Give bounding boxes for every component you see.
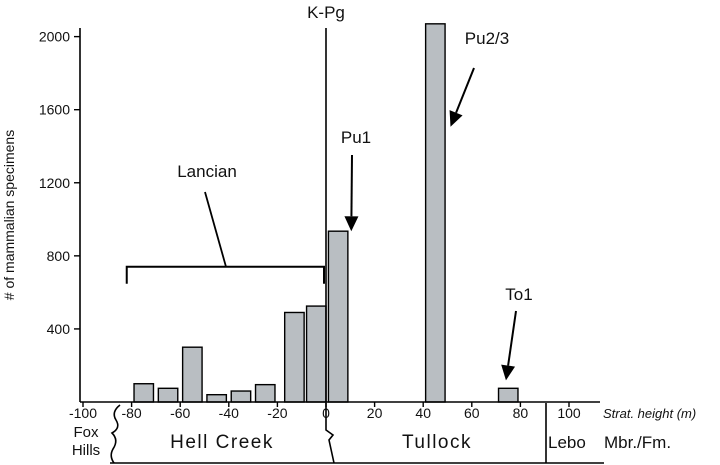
y-tick-label-2: 1200	[39, 175, 70, 191]
x-tick-label-0: -100	[69, 405, 97, 421]
x-axis-label: Strat. height (m)	[603, 406, 696, 421]
axes-layer: K-Pg # of mammalian specimens Strat. hei…	[1, 3, 696, 421]
y-tick-label-0: 400	[47, 321, 71, 337]
bar-0	[133, 383, 155, 403]
x-tick-label-3: -40	[219, 405, 239, 421]
bar-4	[230, 390, 252, 403]
lebo-label: Lebo	[548, 433, 586, 452]
x-tick-label-8: 60	[464, 405, 480, 421]
foxhills-hellcreek-contact	[110, 404, 121, 464]
tullock-label: Tullock	[402, 432, 472, 453]
arrow-pu1-head	[344, 216, 359, 232]
arrow-pu23-shaft	[455, 67, 475, 114]
bar-7	[305, 305, 327, 403]
fox-hills-label-line1: Fox	[73, 424, 99, 441]
bar-6	[283, 311, 305, 403]
pu1-arrow	[344, 154, 359, 232]
unit-label: Mbr./Fm.	[604, 433, 671, 452]
pu23-arrow	[449, 67, 475, 127]
bars-layer	[133, 23, 519, 403]
hellcreek-tullock-contact	[325, 403, 335, 464]
lancian-bracket	[125, 265, 325, 284]
bar-5	[254, 383, 276, 403]
x-tick-label-4: -20	[267, 405, 287, 421]
y-axis-label: # of mammalian specimens	[1, 130, 17, 300]
arrow-to1-head	[501, 364, 516, 381]
x-tick-label-10: 100	[557, 405, 581, 421]
to1-label: To1	[505, 285, 532, 304]
fox-hills-label-line2: Hills	[72, 442, 100, 459]
x-tick-label-2: -60	[170, 405, 190, 421]
lancian-pointer-line	[204, 191, 227, 268]
arrow-pu1-shaft	[350, 154, 353, 217]
bar-3	[206, 393, 228, 403]
bar-1	[157, 387, 179, 403]
y-tick-label-3: 1600	[39, 102, 70, 118]
annotation-layer: Lancian Pu1 Pu2/3 To1	[125, 29, 533, 381]
pu23-label: Pu2/3	[465, 29, 509, 48]
bar-2	[181, 346, 203, 403]
bar-8	[327, 230, 349, 403]
y-tick-label-4: 2000	[39, 29, 70, 45]
x-tick-label-9: 80	[513, 405, 529, 421]
x-tick-label-1: -80	[121, 405, 141, 421]
x-tick-label-6: 20	[367, 405, 383, 421]
bar-9	[424, 23, 446, 403]
arrow-pu23-head	[449, 110, 463, 127]
to1-arrow	[501, 310, 517, 381]
x-tick-label-7: 40	[415, 405, 431, 421]
lancian-label: Lancian	[177, 162, 237, 181]
hell-creek-label: Hell Creek	[170, 432, 274, 453]
pu1-label: Pu1	[341, 128, 371, 147]
arrow-to1-shaft	[507, 310, 517, 366]
y-tick-label-1: 800	[47, 248, 71, 264]
formation-strip: Fox Hills Hell Creek Tullock Lebo Mbr./F…	[72, 403, 671, 464]
bar-10	[497, 387, 519, 403]
kpg-boundary-label: K-Pg	[307, 3, 345, 22]
